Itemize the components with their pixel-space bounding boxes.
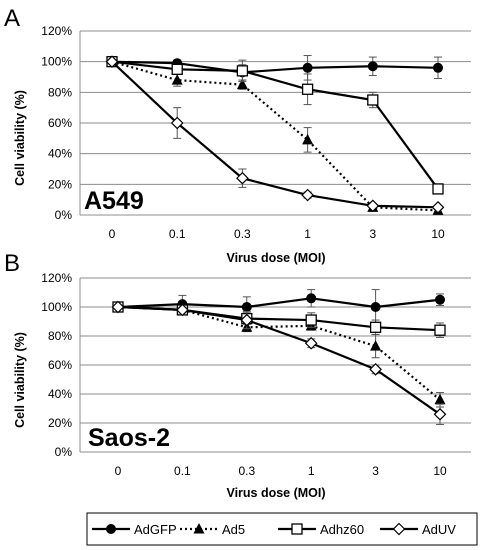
panel-b-letter: B: [4, 250, 20, 277]
panel-b-cell-line-label: Saos-2: [88, 424, 170, 452]
panel-b-y-tick-label: 0%: [55, 445, 73, 459]
panel-a-y-tick-label: 120%: [41, 24, 72, 38]
legend-item-ad5-label: Ad5: [222, 522, 245, 537]
panel-a-chart: 0% 20% 40% 60% 80% 100% 120% 0 0.1 0.3 1 3 10 A Cell…: [4, 5, 471, 265]
panel-a-series-adhz60-point: [301, 83, 314, 95]
panel-a-y-tick-label: 0%: [55, 208, 73, 222]
panel-a-y-axis-label: Cell viability (%): [13, 90, 27, 186]
panel-b-series-adhz60-line: [117, 305, 441, 332]
panel-a-series-ad5-point: [171, 74, 183, 85]
panel-b-x-axis-label: Virus dose (MOI): [226, 486, 325, 500]
panel-b-y-tick-label: 20%: [48, 416, 72, 430]
panel-a-letter: A: [4, 5, 20, 32]
panel-b-series-adhz60-point: [369, 321, 382, 333]
legend-item-adhz60-label: Adhz60: [320, 522, 364, 537]
panel-b-y-tick-label: 80%: [48, 329, 72, 343]
legend-item-aduv-label: AdUV: [422, 522, 456, 537]
panel-b-y-axis-label: Cell viability (%): [13, 332, 27, 428]
panel-b-series-aduv-point: [304, 336, 318, 350]
panel-b-series-aduv: [111, 300, 447, 425]
panel-b-x-tick-label: 0.3: [238, 464, 255, 478]
panel-a-y-tick-label: 60%: [48, 116, 72, 130]
panel-b-y-tick-label: 100%: [41, 300, 72, 314]
panel-a-series-adhz60: [106, 56, 444, 195]
panel-a-series-ad5-point: [302, 133, 314, 145]
panel-b-x-tick-label: 1: [308, 464, 315, 478]
legend-item-aduv: AdUV: [380, 522, 456, 537]
panel-a-series-aduv-point: [301, 188, 314, 202]
panel-b-series-adgfp-point: [370, 302, 381, 312]
panel-b-plot-area: 0% 20% 40% 60% 80% 100% 120% 0 0.1 0.3 1 3 10: [41, 271, 471, 478]
legend-item-adgfp: AdGFP: [92, 522, 177, 537]
panel-a-x-tick-label: 0: [109, 227, 116, 241]
panel-b-y-tick-label: 120%: [41, 271, 72, 285]
panel-a-series-adhz60-point: [236, 65, 249, 77]
panel-b-series-aduv-point: [240, 313, 254, 327]
panel-a-series-aduv-line: [111, 60, 439, 209]
panel-a-x-tick-label: 0.1: [169, 227, 186, 241]
panel-b-x-tick-label: 0: [115, 464, 122, 478]
panel-b-series-adgfp-point: [241, 302, 252, 312]
panel-b-series-adhz60-point: [305, 314, 317, 326]
panel-a-series-adhz60-point: [367, 94, 379, 106]
panel-a-y-tick-label: 100%: [41, 55, 72, 69]
panel-a-x-tick-label: 1: [304, 227, 311, 241]
panel-a-y-tick-label: 20%: [48, 177, 72, 191]
panel-b-chart: 0% 20% 40% 60% 80% 100% 120% 0 0.1 0.3 1 3 10 B Cell…: [4, 250, 471, 500]
panel-a-series-adgfp-point: [367, 61, 378, 72]
panel-b-x-tick-label: 3: [372, 464, 379, 478]
panel-a-series-aduv-point: [366, 199, 380, 213]
panel-a-plot-area: 0% 20% 40% 60% 80% 100% 120% 0 0.1 0.3 1 3 10: [41, 24, 471, 241]
panel-a-series-aduv-point: [431, 200, 445, 214]
chart-legend: AdGFP Ad5 Adhz60 AdUV: [86, 512, 478, 546]
panel-a-cell-line-label: A549: [84, 187, 144, 215]
legend-item-ad5: Ad5: [180, 522, 245, 537]
panel-b-x-tick-label: 10: [433, 464, 447, 478]
panel-b-series-aduv-point: [433, 407, 447, 421]
panel-b-series-aduv-line: [117, 305, 441, 416]
panel-b-series-aduv-point: [176, 303, 189, 317]
panel-a-series-ad5-line: [111, 60, 439, 212]
panel-a-series-adhz60-line: [111, 60, 439, 190]
panel-a-x-axis-label: Virus dose (MOI): [226, 251, 325, 265]
panel-a-series-aduv-point: [170, 116, 184, 130]
panel-a-y-tick-label: 80%: [48, 85, 72, 99]
panel-b-y-tick-label: 40%: [48, 387, 72, 401]
legend-item-adgfp-label: AdGFP: [134, 522, 177, 537]
legend-item-aduv-swatch-marker: [392, 522, 406, 536]
panel-a-series-adhz60-point: [432, 183, 444, 195]
panel-b-series-ad5-line: [117, 305, 441, 401]
panel-b-y-tick-label: 60%: [48, 358, 72, 372]
panel-a-series-aduv-point: [105, 55, 119, 69]
panel-a-series-aduv: [105, 55, 445, 214]
panel-b-series-adgfp-line: [117, 297, 441, 309]
panel-b-series-ad5-point: [434, 393, 446, 405]
legend-item-adhz60-swatch-marker: [291, 523, 303, 535]
panel-b-series-ad5: [112, 301, 446, 408]
panel-b-series-adgfp-point: [306, 293, 317, 304]
panel-b-series-aduv-point: [369, 363, 382, 376]
panel-a-series-aduv-point: [236, 171, 249, 185]
panel-a-y-tick-label: 40%: [48, 147, 72, 161]
panel-a-series-adhz60-point: [171, 63, 183, 75]
panel-b-series-adgfp-point: [435, 294, 445, 305]
panel-b-series-aduv-point: [111, 300, 125, 314]
panel-a-x-tick-label: 3: [369, 227, 376, 241]
legend-item-adhz60: Adhz60: [278, 522, 364, 537]
legend-item-adgfp-swatch-marker: [106, 524, 116, 534]
legend-item-ad5-swatch-marker: [193, 523, 205, 534]
panel-b-x-tick-label: 0.1: [174, 464, 191, 478]
panel-a-x-tick-label: 0.3: [234, 227, 251, 241]
panel-a-series-ad5-point: [236, 78, 248, 90]
panel-b-series-adhz60-point: [434, 324, 446, 336]
panel-b-series-ad5-point: [370, 340, 382, 351]
panel-a-x-tick-label: 10: [431, 227, 445, 241]
panel-a-series-adgfp-line: [111, 60, 439, 74]
panel-a-series-adgfp-point: [302, 62, 313, 73]
panel-a-series-adgfp-point: [433, 62, 443, 73]
